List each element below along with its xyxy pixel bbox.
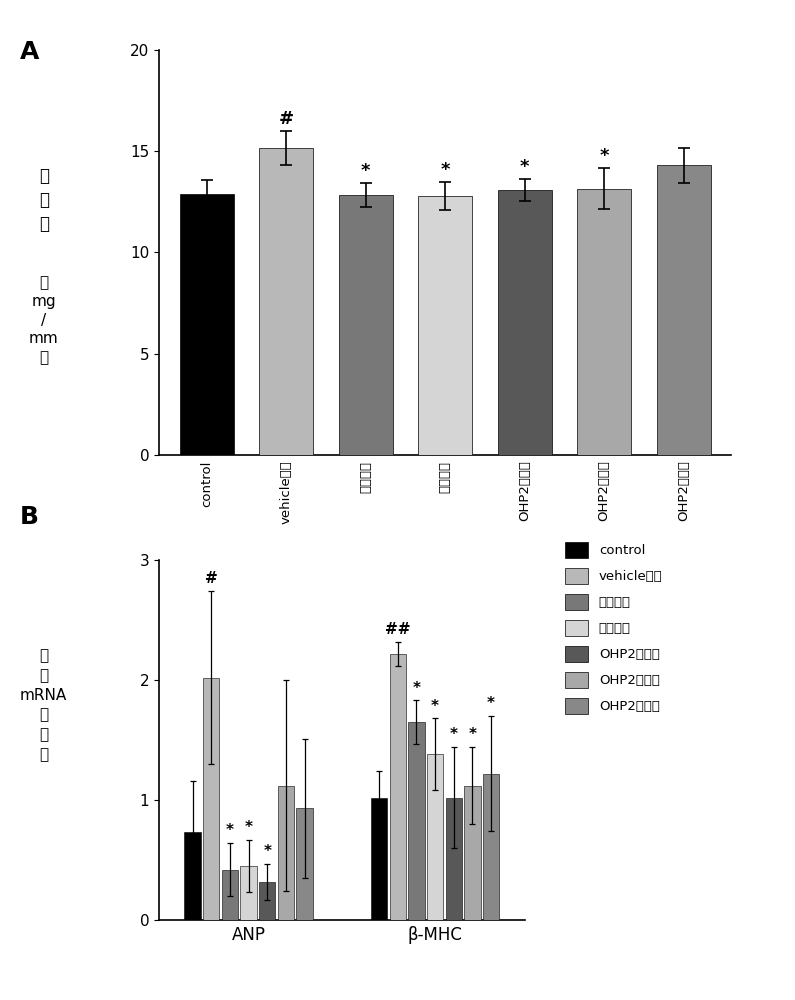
Text: （
mg
/
mm
）: （ mg / mm ） (29, 275, 59, 365)
Legend: control, vehicle模型, 恩格列净, 索玛鲁肽, OHP2高剂量, OHP2中剂量, OHP2低剂量: control, vehicle模型, 恩格列净, 索玛鲁肽, OHP2高剂量,… (560, 538, 666, 718)
Bar (240, 866, 257, 920)
Text: #: # (205, 571, 218, 586)
Text: *: * (413, 681, 421, 696)
Text: *: * (245, 820, 253, 835)
Text: *: * (450, 727, 458, 742)
Text: *: * (468, 727, 476, 742)
Bar (184, 832, 201, 920)
Bar (577, 189, 631, 455)
Text: *: * (431, 699, 439, 714)
Bar (445, 798, 462, 920)
Bar (297, 808, 312, 920)
Text: *: * (520, 158, 529, 176)
Bar (203, 678, 219, 920)
Text: *: * (487, 696, 495, 711)
Bar (418, 196, 472, 455)
Bar (409, 722, 425, 920)
Text: *: * (361, 162, 370, 180)
Bar (657, 165, 711, 455)
Text: B: B (20, 505, 39, 529)
Bar (427, 754, 444, 920)
Bar (339, 195, 393, 455)
Text: A: A (20, 40, 39, 64)
Bar (390, 654, 406, 920)
Text: *: * (263, 844, 271, 859)
Bar (259, 148, 313, 455)
Bar (259, 882, 275, 920)
Text: *: * (440, 161, 450, 179)
Bar (371, 798, 387, 920)
Bar (277, 786, 294, 920)
Text: 相
对
mRNA
表
达
量: 相 对 mRNA 表 达 量 (20, 648, 68, 762)
Bar (464, 786, 481, 920)
Text: *: * (599, 147, 609, 165)
Text: ##: ## (385, 622, 410, 637)
Bar (180, 194, 234, 455)
Bar (222, 870, 238, 920)
Bar (498, 190, 552, 455)
Text: *: * (226, 823, 234, 838)
Text: 心
脏
比: 心 脏 比 (39, 167, 48, 233)
Bar (483, 774, 499, 920)
Text: #: # (278, 110, 294, 128)
